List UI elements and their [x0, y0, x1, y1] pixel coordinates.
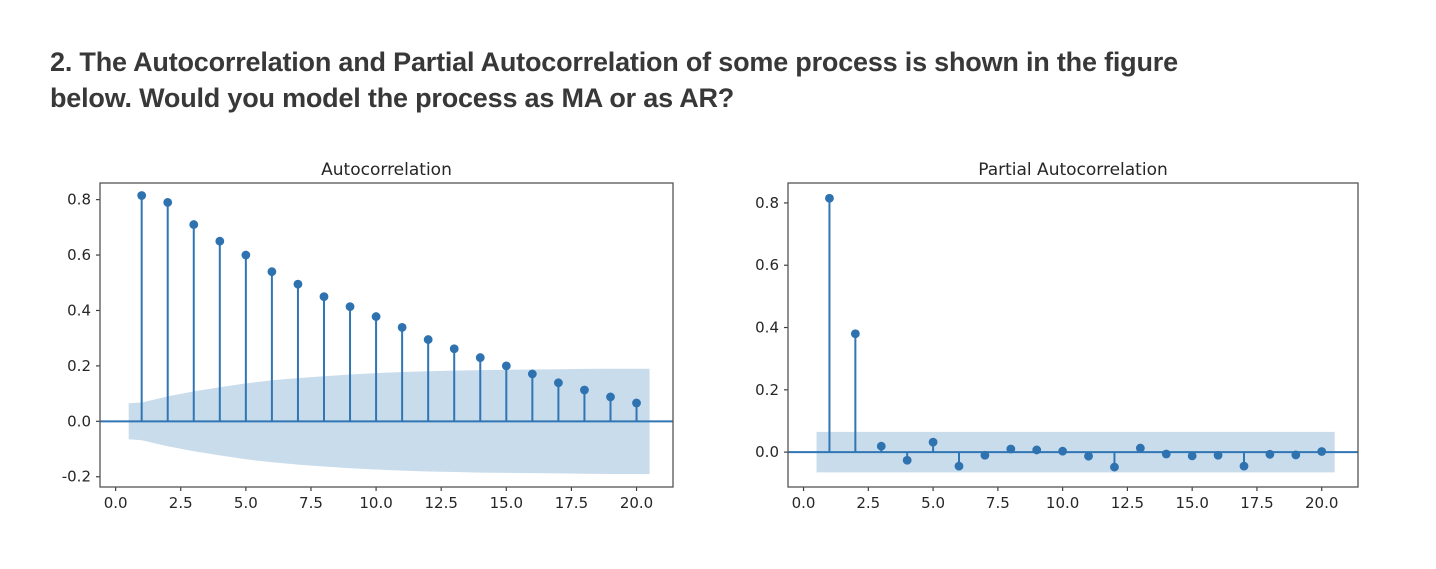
- lag-marker: [980, 450, 990, 460]
- x-tick-label: 0.0: [792, 494, 816, 512]
- pacf-chart-title: Partial Autocorrelation: [978, 160, 1168, 180]
- lag-marker: [850, 329, 860, 339]
- lag-marker: [1084, 451, 1093, 461]
- lag-marker: [580, 385, 589, 395]
- lag-marker: [928, 437, 938, 447]
- lag-marker: [215, 236, 225, 246]
- y-tick-label: 0.4: [755, 319, 779, 337]
- lag-marker: [954, 461, 964, 471]
- lag-marker: [241, 250, 251, 260]
- y-tick-label: 0.2: [67, 357, 91, 375]
- lag-marker: [423, 335, 433, 344]
- x-tick-label: 15.0: [1175, 494, 1208, 512]
- lag-marker: [1135, 443, 1145, 453]
- x-tick-label: 17.5: [1240, 494, 1273, 512]
- y-tick-label: 0.6: [67, 246, 91, 264]
- question-heading: 2. The Autocorrelation and Partial Autoc…: [50, 44, 1390, 116]
- x-tick-label: 15.0: [490, 494, 523, 512]
- y-tick-label: 0.6: [755, 256, 779, 274]
- lag-marker: [319, 292, 329, 302]
- lag-marker: [371, 312, 381, 321]
- x-tick-label: 2.5: [856, 494, 880, 512]
- x-tick-label: 12.5: [1111, 494, 1144, 512]
- x-tick-label: 5.0: [234, 494, 258, 512]
- x-tick-label: 12.5: [424, 494, 457, 512]
- lag-marker: [345, 302, 355, 311]
- y-tick-label: 0.0: [755, 443, 779, 461]
- lag-marker: [1239, 461, 1249, 471]
- x-tick-label: 10.0: [359, 494, 392, 512]
- lag-marker: [1032, 445, 1042, 455]
- y-tick-label: 0.0: [67, 412, 91, 430]
- lag-marker: [1187, 451, 1197, 461]
- lag-marker: [606, 392, 615, 402]
- lag-marker: [163, 197, 173, 207]
- x-tick-label: 7.5: [986, 494, 1010, 512]
- pacf-plot: 0.0 2.5 5.0 7.5 10.0 12.5 15.0 17.5 20.0 0.0 0.2 0.…: [755, 182, 1359, 512]
- lag-marker: [1161, 449, 1171, 459]
- x-tick-label: 20.0: [620, 494, 653, 512]
- question-heading-line1: 2. The Autocorrelation and Partial Autoc…: [50, 47, 1178, 77]
- x-tick-label: 5.0: [921, 494, 945, 512]
- lag-marker: [876, 441, 886, 451]
- lag-marker: [632, 398, 641, 408]
- lag-marker: [1213, 450, 1223, 460]
- question-heading-line2: below. Would you model the process as MA…: [50, 83, 735, 113]
- lag-marker: [475, 353, 485, 362]
- lag-marker: [137, 191, 147, 200]
- lag-marker: [902, 455, 912, 465]
- y-tick-label: 0.8: [67, 191, 91, 209]
- lag-marker: [267, 267, 277, 277]
- axes-box: [99, 182, 674, 488]
- lag-marker: [1291, 450, 1301, 460]
- lag-marker: [189, 220, 199, 229]
- y-tick-label: -0.2: [62, 468, 91, 486]
- y-tick-label: 0.8: [755, 194, 779, 212]
- y-tick-label: 0.4: [67, 301, 91, 319]
- x-tick-label: 0.0: [104, 494, 128, 512]
- lag-marker: [501, 361, 511, 371]
- axes-box: [787, 182, 1359, 488]
- y-tick-label: 0.2: [755, 381, 779, 399]
- lag-marker: [1265, 449, 1275, 459]
- lag-marker: [825, 193, 834, 203]
- lag-marker: [1317, 447, 1327, 456]
- lag-marker: [1058, 446, 1068, 456]
- lag-marker: [1110, 462, 1119, 472]
- x-tick-label: 17.5: [555, 494, 588, 512]
- lag-marker: [293, 279, 303, 289]
- lag-marker: [397, 322, 407, 332]
- acf-chart-title: Autocorrelation: [321, 160, 452, 180]
- x-tick-label: 10.0: [1046, 494, 1079, 512]
- x-tick-label: 20.0: [1305, 494, 1338, 512]
- lag-marker: [449, 344, 459, 354]
- lag-marker: [554, 378, 563, 388]
- acf-plot: 0.0 2.5 5.0 7.5 10.0 12.5 15.0 17.5 20.0 -0.2 0.0 0…: [62, 182, 674, 512]
- lag-marker: [527, 369, 537, 379]
- x-tick-label: 2.5: [169, 494, 193, 512]
- x-tick-label: 7.5: [299, 494, 323, 512]
- lag-marker: [1006, 444, 1016, 454]
